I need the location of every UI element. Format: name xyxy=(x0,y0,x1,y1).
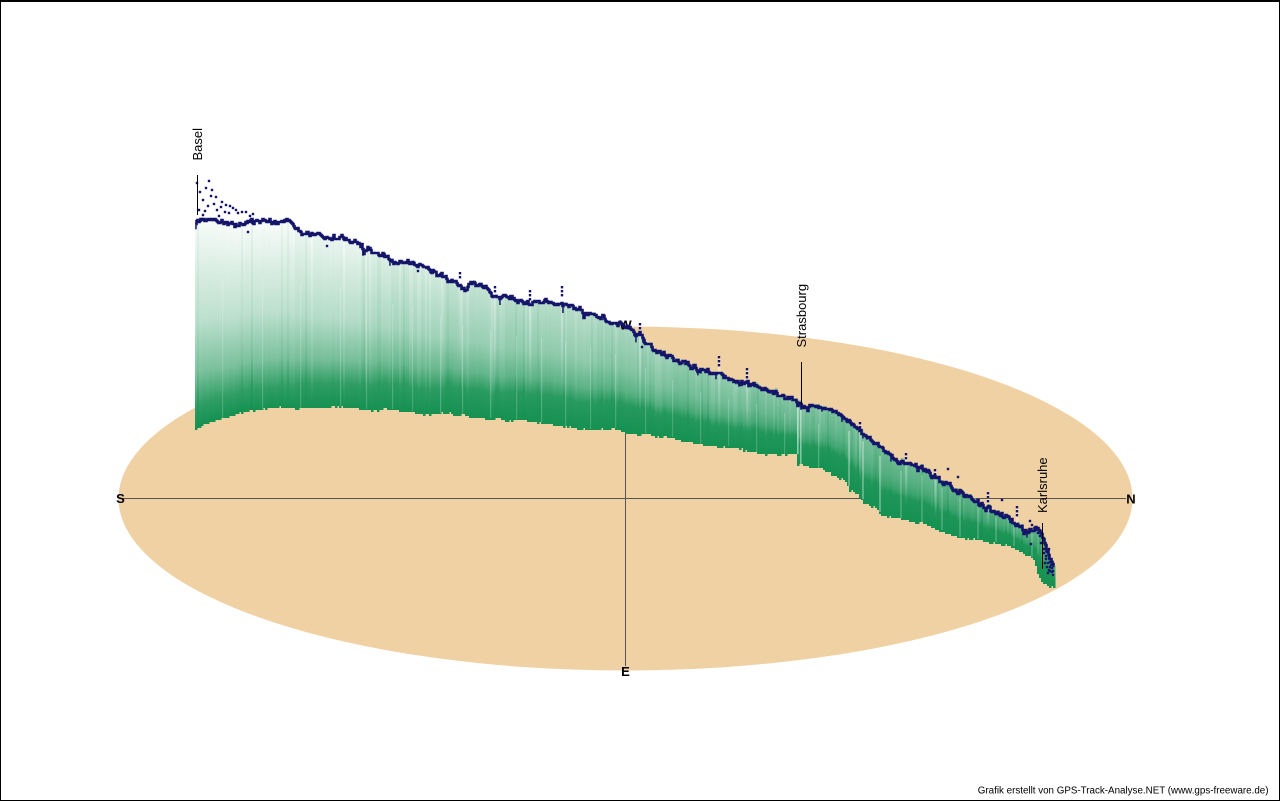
svg-text:E: E xyxy=(621,664,630,679)
svg-text:W: W xyxy=(619,318,632,333)
svg-text:N: N xyxy=(1126,492,1135,507)
svg-text:Strasbourg: Strasbourg xyxy=(794,284,809,348)
svg-text:Basel: Basel xyxy=(190,128,205,161)
svg-text:S: S xyxy=(116,491,125,506)
svg-text:Grafik erstellt von GPS-Track-: Grafik erstellt von GPS-Track-Analyse.NE… xyxy=(978,786,1269,797)
svg-text:Karlsruhe: Karlsruhe xyxy=(1035,457,1050,513)
